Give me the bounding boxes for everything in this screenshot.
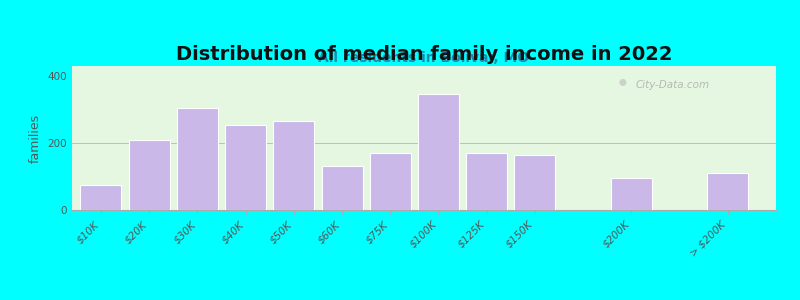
Y-axis label: families: families: [29, 113, 42, 163]
Bar: [177, 108, 218, 210]
Bar: [514, 155, 555, 210]
Bar: [611, 178, 652, 210]
Bar: [225, 124, 266, 210]
Bar: [129, 140, 170, 210]
Bar: [370, 153, 410, 210]
Bar: [418, 94, 459, 210]
Title: Distribution of median family income in 2022: Distribution of median family income in …: [176, 45, 672, 64]
Bar: [274, 121, 314, 210]
Bar: [466, 153, 507, 210]
Text: All residents in Bolivar, MO: All residents in Bolivar, MO: [318, 51, 530, 64]
Text: ⬤: ⬤: [618, 79, 626, 86]
Bar: [81, 185, 122, 210]
Text: City-Data.com: City-Data.com: [635, 80, 710, 90]
Bar: [322, 167, 362, 210]
Bar: [707, 173, 748, 210]
